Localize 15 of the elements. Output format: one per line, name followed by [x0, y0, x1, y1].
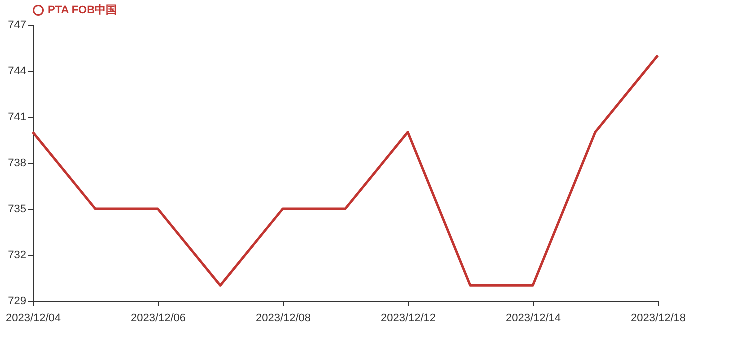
x-tick-label: 2023/12/04: [6, 312, 62, 324]
x-tick-label: 2023/12/18: [630, 312, 686, 324]
y-tick-label: 732: [8, 250, 26, 262]
y-tick-label: 747: [8, 20, 26, 32]
x-tick-label: 2023/12/06: [130, 312, 186, 324]
legend-label: PTA FOB中国: [48, 4, 118, 16]
y-tick-label: 738: [8, 158, 26, 170]
y-tick-label: 735: [8, 204, 26, 216]
x-tick-label: 2023/12/08: [256, 312, 312, 324]
y-tick-label: 744: [8, 66, 26, 78]
line-series: [32, 54, 660, 287]
x-tick-label: 2023/12/14: [506, 312, 562, 324]
y-tick-label: 741: [8, 112, 26, 124]
x-tick-label: 2023/12/12: [380, 312, 436, 324]
y-tick-label: 729: [8, 296, 26, 308]
